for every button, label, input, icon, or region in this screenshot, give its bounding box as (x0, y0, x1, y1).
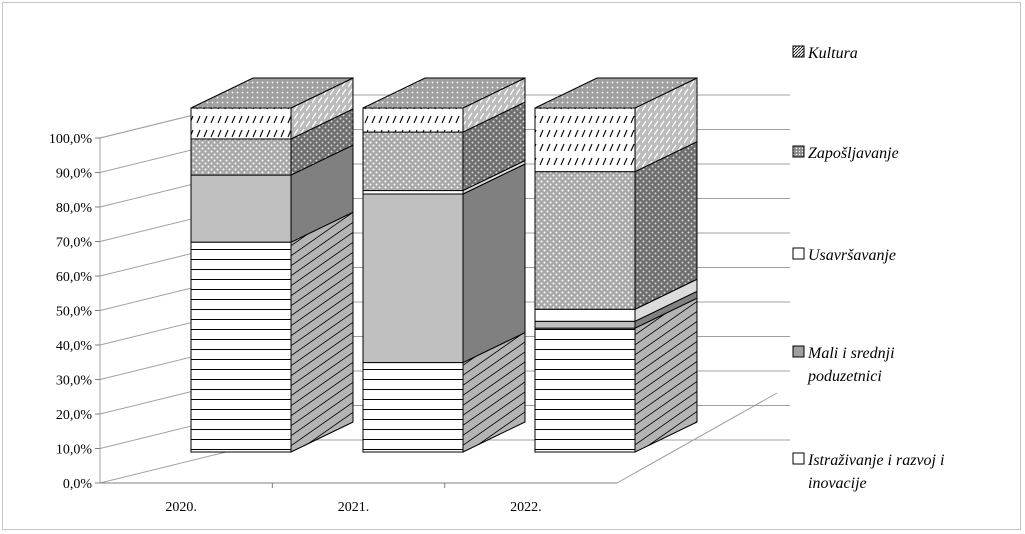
bar-top-face (534, 77, 698, 109)
y-tick-label: 100,0% (49, 132, 93, 147)
legend-label: Mali i srednji (807, 345, 895, 362)
bar-top-face (362, 77, 526, 109)
y-tick-label: 90,0% (56, 167, 93, 182)
legend-label: Kultura (807, 45, 858, 62)
y-tick-label: 80,0% (56, 201, 93, 216)
legend-item: Istraživanje i razvoj i inovacije (792, 452, 944, 492)
y-tick-label: 60,0% (56, 270, 93, 285)
legend-item: Usavršavanje (792, 247, 896, 264)
bar-segment (190, 241, 292, 453)
y-tick-label: 70,0% (56, 236, 93, 251)
legend-label: Zapošljavanje (808, 145, 899, 162)
bar-segment (534, 171, 636, 310)
y-tick-label: 10,0% (56, 443, 93, 458)
x-tick-label: 2020. (165, 500, 197, 515)
bar-segment-side (290, 211, 354, 453)
legend-item: Zapošljavanje (792, 145, 899, 162)
bar-segment (534, 320, 636, 329)
y-tick-label: 30,0% (56, 374, 93, 389)
legend-swatch (792, 345, 805, 358)
legend-swatch (792, 145, 805, 158)
legend-label: poduzetnici (807, 368, 882, 385)
bar-stack (534, 77, 698, 453)
legend-label: inovacije (808, 475, 867, 492)
bar-segment (190, 107, 292, 140)
x-tick-label: 2022. (510, 500, 542, 515)
y-tick-label: 40,0% (56, 339, 93, 354)
x-tick-label: 2021. (338, 500, 370, 515)
bar-segment (362, 362, 464, 453)
bar-segment (534, 107, 636, 173)
legend-label: Istraživanje i razvoj i (807, 452, 944, 469)
legend-item: Kultura (792, 45, 858, 62)
y-tick-label: 0,0% (63, 477, 93, 492)
bar-top-face (190, 77, 354, 109)
bar-stack (362, 77, 526, 453)
bar-stack (190, 77, 354, 453)
bar-segment (190, 138, 292, 176)
bar-segment (362, 193, 464, 364)
bar-segment (534, 327, 636, 453)
bar-segment (362, 190, 464, 195)
bar-segment (362, 107, 464, 133)
legend-swatch (792, 45, 805, 58)
legend-swatch (792, 247, 805, 260)
y-tick-label: 20,0% (56, 408, 93, 423)
y-tick-label: 50,0% (56, 305, 93, 320)
bar-segment (534, 308, 636, 322)
legend-swatch (792, 452, 805, 465)
bar-segment (190, 174, 292, 243)
legend-item: Mali i srednji poduzetnici (792, 345, 895, 385)
bar-segment-side (462, 163, 526, 364)
bar-segment (362, 131, 464, 192)
legend-label: Usavršavanje (808, 247, 896, 264)
